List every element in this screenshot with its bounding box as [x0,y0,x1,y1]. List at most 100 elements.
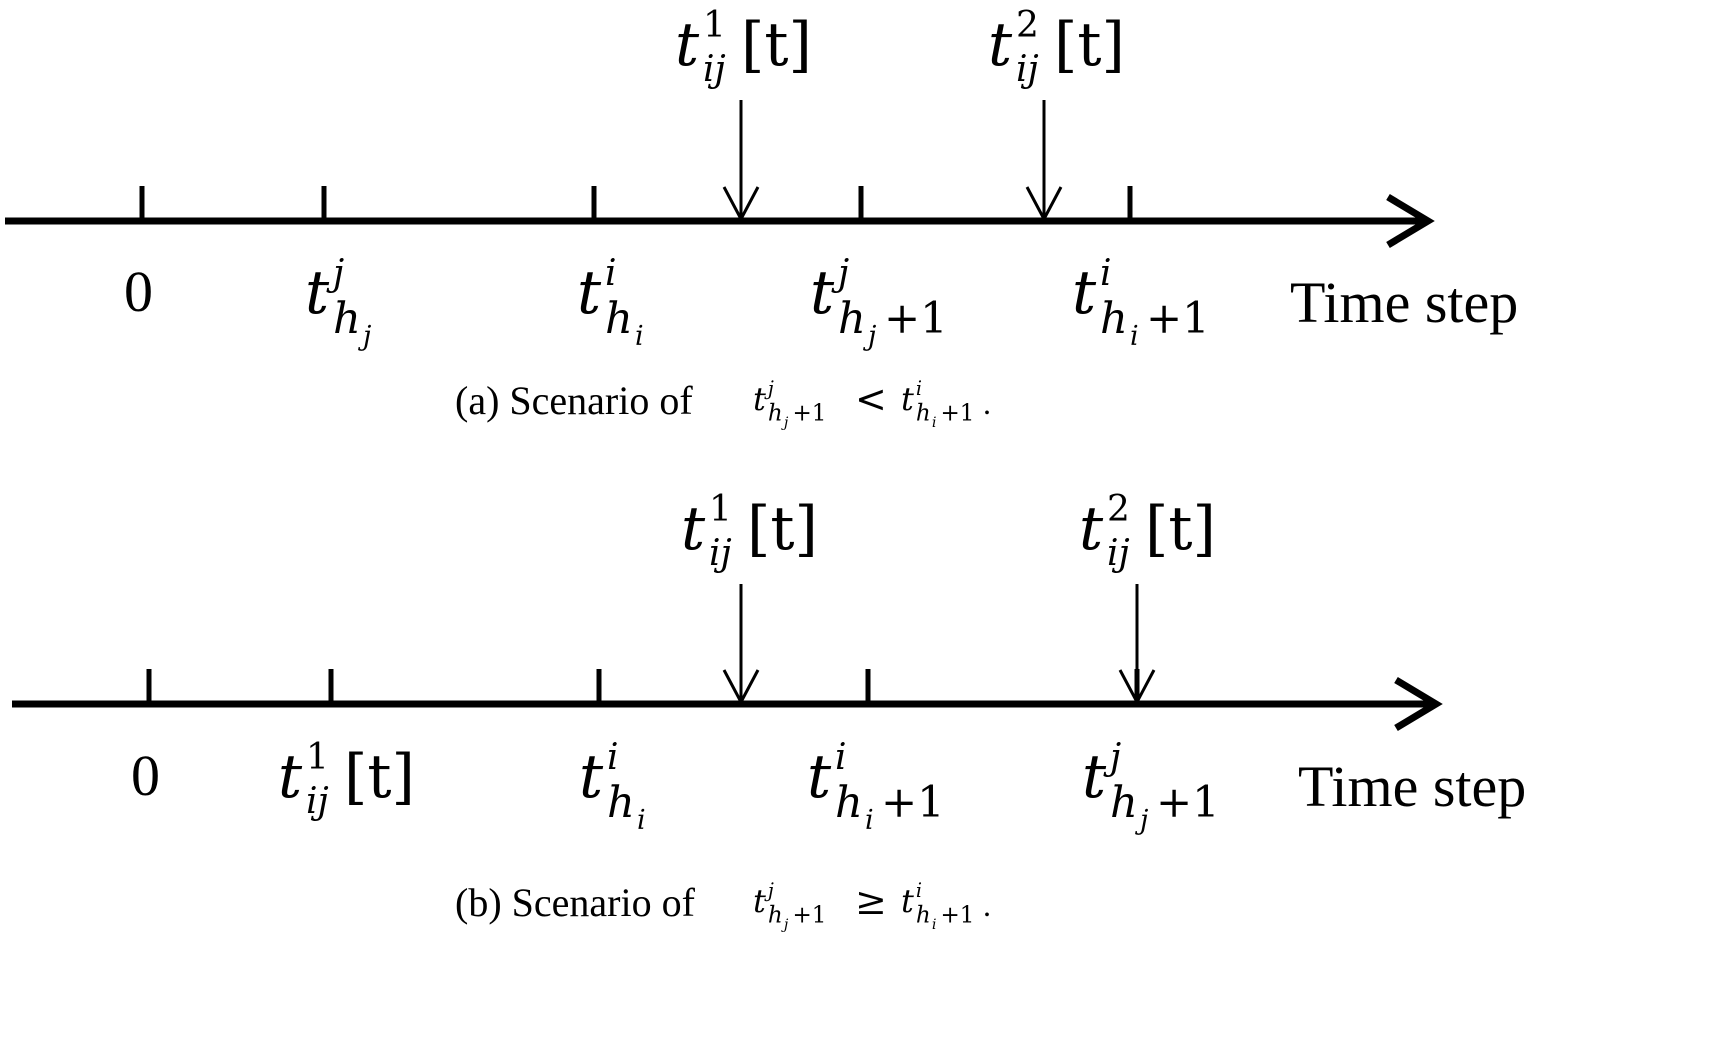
tick-label-4-base: t [1082,742,1107,812]
tick-label-2-sup: i [607,737,619,778]
tick-label-3: t jh j +1 [810,253,948,352]
caption-rhs-subsub: i [932,917,937,933]
caption-rhs-sup: i [916,879,922,902]
tick-label-4-sub: h [1110,778,1138,828]
event-label-0-base: t [681,494,706,564]
event-label-0: t 1ij [t] [681,489,818,574]
caption-lhs-base: t [753,380,766,418]
event-label-1-sub: ij [1016,49,1039,90]
event-arrowhead [1025,186,1063,223]
tick-label-3-base: t [810,258,835,328]
caption-rhs-sub: h [916,401,931,427]
caption-prefix: (b) Scenario of [455,880,696,925]
caption-prefix: (a) Scenario of [455,378,693,423]
axis-arrowhead [1394,676,1443,732]
tick-label-3-subsub: i [865,805,874,836]
panel-a: 0 t jh jt ih it jh j +1 t ih i +1t 1ij [t] t 2ij [t]Time … [5,5,1518,431]
caption-a: (a) Scenario of t jh j +1 < t ih i +1. [455,377,991,431]
tick-label-3-base: t [807,742,832,812]
caption-rhs-subsub: i [932,415,937,431]
event-label-1-base: t [1079,494,1104,564]
event-label-1-arg: [t] [1145,494,1216,564]
caption-relation: ≥ [855,879,887,923]
tick-label-3-subtail: +1 [881,778,945,828]
caption-lhs: t jh j +1 [753,377,826,431]
caption-suffix: . [983,385,991,421]
caption-lhs-subsub: j [781,917,789,933]
tick-label-3-sub: h [835,778,863,828]
axis-label: Time step [1290,270,1518,335]
event-label-0-sub: ij [703,49,726,90]
tick-label-4-base: t [1072,258,1097,328]
event-label-0-arg: [t] [747,494,818,564]
event-label-1: t 2ij [t] [988,5,1125,90]
event-label-0-arg: [t] [741,10,812,80]
tick-label-2: t ih i [579,737,646,836]
tick-label-2-sub: h [607,778,635,828]
event-label-1-sup: 2 [1107,489,1130,530]
event-label-1: t 2ij [t] [1079,489,1216,574]
event-label-0-sup: 1 [709,489,732,530]
caption-relation: < [855,377,887,421]
tick-label-4-subsub: i [1130,321,1139,352]
caption-lhs-base: t [753,882,766,920]
tick-label-1-sub: ij [306,781,329,822]
event-label-1-sub: ij [1107,533,1130,574]
event-label-0-sub: ij [709,533,732,574]
caption-lhs-subsub: j [781,415,789,431]
tick-label-3-sub: h [838,294,866,344]
tick-label-1-base: t [278,742,303,812]
tick-label-4-subtail: +1 [1156,778,1220,828]
tick-label-2-base: t [579,742,604,812]
caption-lhs: t jh j +1 [753,879,826,933]
caption-lhs-sup: j [764,879,774,902]
caption-suffix: . [983,887,991,923]
tick-label-3-sup: i [835,737,847,778]
tick-label-2-base: t [577,258,602,328]
panel-b: 0 t 1ij [t] t ih it ih i +1 t jh j +1t 1ij [t] t 2ij [t]Ti… [12,489,1526,933]
tick-label-3: t ih i +1 [807,737,945,836]
event-arrowhead [722,186,760,223]
tick-label-3-subtail: +1 [884,294,948,344]
event-arrowhead [722,669,760,706]
tick-label-1-sup: 1 [306,737,329,778]
tick-label-1: t jh j [305,253,371,352]
caption-rhs-sup: i [916,377,922,400]
tick-label-1: t 1ij [t] [278,737,415,822]
caption-rhs-base: t [901,380,914,418]
tick-label-4: t ih i +1 [1072,253,1210,352]
caption-lhs-sup: j [764,377,774,400]
event-label-0-base: t [675,10,700,80]
caption-rhs-sub: h [916,903,931,929]
tick-label-4-subtail: +1 [1146,294,1210,344]
caption-rhs-base: t [901,882,914,920]
tick-label-2-sub: h [605,294,633,344]
caption-lhs-subtail: +1 [792,401,826,427]
axis-label: Time step [1298,754,1526,819]
tick-label-2: t ih i [577,253,644,352]
caption-rhs-subtail: +1 [940,401,974,427]
event-label-1-sup: 2 [1016,5,1039,46]
caption-lhs-subtail: +1 [792,903,826,929]
caption-rhs-subtail: +1 [940,903,974,929]
event-label-1-base: t [988,10,1013,80]
axis-arrowhead [1386,193,1435,249]
tick-label-4: t jh j +1 [1082,737,1220,836]
tick-label-4-sup: i [1100,253,1112,294]
event-label-0-sup: 1 [703,5,726,46]
caption-rhs: t ih i +1 [901,879,974,933]
tick-label-2-subsub: i [635,321,644,352]
event-label-1-arg: [t] [1054,10,1125,80]
caption-lhs-sub: h [768,903,783,929]
tick-label-0: 0 [124,259,153,324]
caption-rhs: t ih i +1 [901,377,974,431]
tick-label-2-sup: i [605,253,617,294]
tick-label-1-base: t [305,258,330,328]
tick-label-2-subsub: i [637,805,646,836]
tick-label-1-sub: h [333,294,361,344]
tick-label-1-arg: [t] [344,742,415,812]
caption-lhs-sub: h [768,401,783,427]
event-label-0: t 1ij [t] [675,5,812,90]
tick-label-4-sub: h [1100,294,1128,344]
